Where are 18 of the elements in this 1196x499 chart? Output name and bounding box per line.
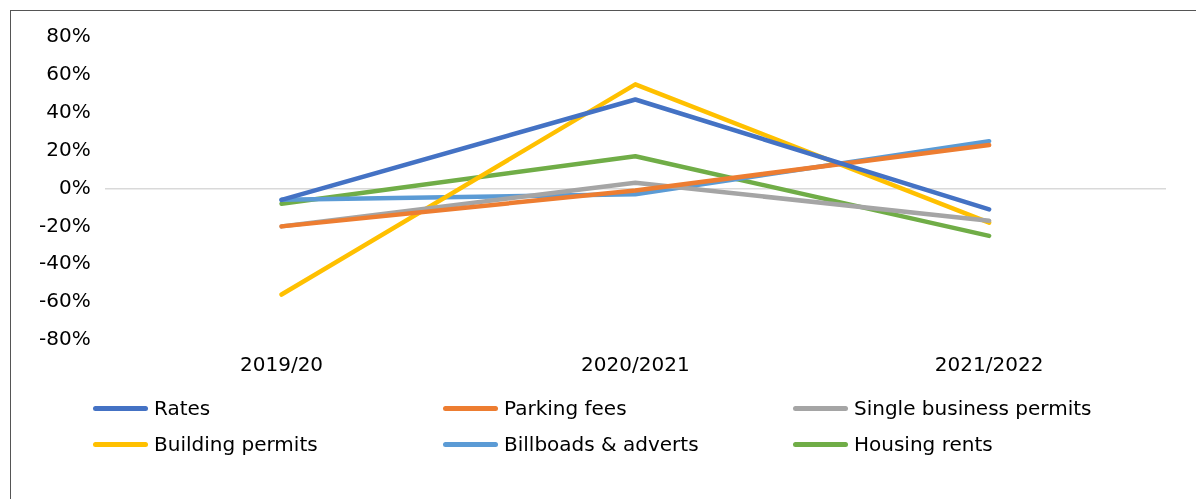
y-tick-label: -40% [39, 250, 91, 275]
legend-label: Single business permits [854, 396, 1092, 420]
legend-label: Rates [154, 396, 211, 420]
y-tick-label: 40% [46, 98, 91, 123]
x-tick-label: 2019/20 [240, 352, 324, 377]
y-tick-label: 20% [46, 136, 91, 161]
y-tick-label: -80% [39, 326, 91, 351]
x-tick-label: 2021/2022 [934, 352, 1044, 377]
legend-label: Billboads & adverts [504, 432, 699, 456]
y-tick-label: 80% [46, 23, 91, 48]
y-tick-label: 60% [46, 61, 91, 86]
legend-label: Housing rents [854, 432, 993, 456]
y-tick-label: -60% [39, 288, 91, 313]
x-tick-label: 2020/2021 [581, 352, 690, 377]
y-tick-label: 0% [58, 174, 91, 199]
y-tick-label: -20% [39, 212, 91, 237]
legend-label: Parking fees [504, 396, 627, 420]
legend-label: Building permits [154, 432, 318, 456]
